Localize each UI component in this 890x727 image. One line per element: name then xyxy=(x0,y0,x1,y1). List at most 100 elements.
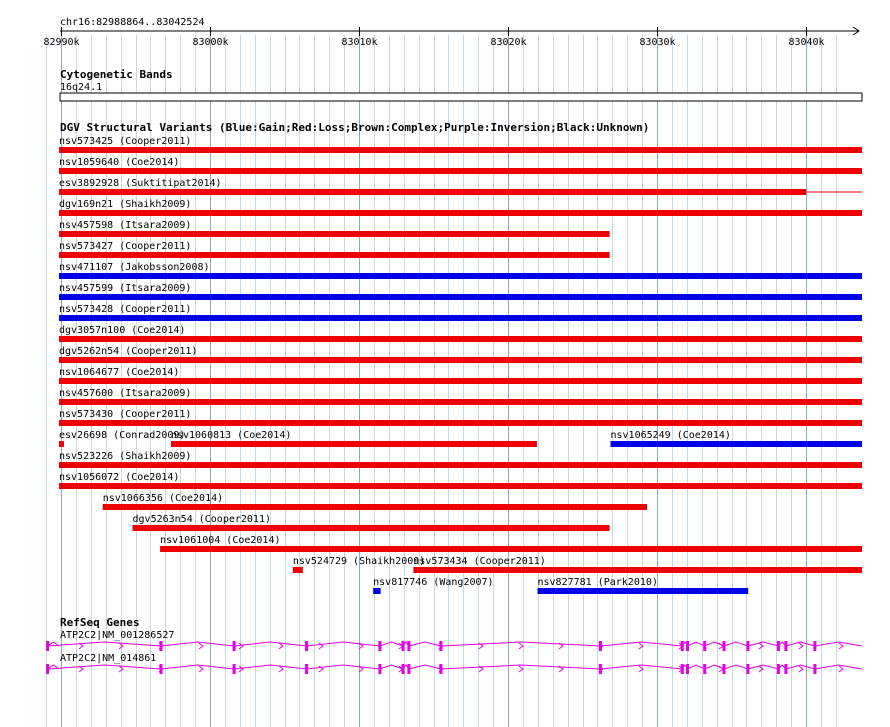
gene-exon[interactable] xyxy=(232,664,236,674)
gene-exon[interactable] xyxy=(378,641,382,651)
sv-bar-gain[interactable] xyxy=(537,588,749,594)
strand-arrow-icon xyxy=(638,665,644,673)
gene-exon[interactable] xyxy=(159,641,163,651)
sv-bar-loss[interactable] xyxy=(59,462,862,468)
sv-bar-loss[interactable] xyxy=(292,567,303,573)
gene-exon[interactable] xyxy=(378,664,382,674)
sv-label: esv3892928 (Suktitipat2014) xyxy=(59,178,222,189)
sv-label: nsv573427 (Cooper2011) xyxy=(59,241,191,252)
sv-bar-loss[interactable] xyxy=(59,441,64,447)
gene-exon[interactable] xyxy=(159,664,163,674)
sv-label: nsv573428 (Cooper2011) xyxy=(59,304,191,315)
sv-bar-gain[interactable] xyxy=(373,588,381,594)
strand-arrow-icon xyxy=(78,642,84,650)
cytoband-ideogram[interactable] xyxy=(59,92,863,102)
strand-arrow-icon xyxy=(838,642,844,650)
gene-exon[interactable] xyxy=(776,664,780,674)
ruler-tick-label: 83020k xyxy=(490,37,526,48)
gene-exon[interactable] xyxy=(305,664,309,674)
strand-arrow-icon xyxy=(278,665,284,673)
sv-bar-loss[interactable] xyxy=(132,525,610,531)
gene-exon[interactable] xyxy=(407,641,411,651)
sv-bar-loss[interactable] xyxy=(59,483,862,489)
refseq-track-title: RefSeq Genes xyxy=(60,616,139,629)
strand-arrow-icon xyxy=(438,642,444,650)
sv-bar-loss[interactable] xyxy=(59,189,806,195)
gene-exon[interactable] xyxy=(703,641,707,651)
sv-bar-loss[interactable] xyxy=(59,231,610,237)
sv-label: nsv457599 (Itsara2009) xyxy=(59,283,191,294)
strand-arrow-icon xyxy=(158,665,164,673)
sv-bar-loss[interactable] xyxy=(102,504,648,510)
sv-bar-loss[interactable] xyxy=(59,336,862,342)
gene-exon[interactable] xyxy=(746,664,750,674)
gene-exon[interactable] xyxy=(776,641,780,651)
gene-exon[interactable] xyxy=(784,641,788,651)
cytoband-track-title: Cytogenetic Bands xyxy=(60,68,173,81)
strand-arrow-icon xyxy=(758,642,764,650)
gene-exon[interactable] xyxy=(407,664,411,674)
strand-arrow-icon xyxy=(558,665,564,673)
strand-arrow-icon xyxy=(318,665,324,673)
cytoband-track: Cytogenetic Bands 16q24.1 xyxy=(59,68,863,102)
sv-bar-loss[interactable] xyxy=(59,147,862,153)
gene-exon[interactable] xyxy=(46,664,50,674)
gene-exon[interactable] xyxy=(703,664,707,674)
gene-exon[interactable] xyxy=(232,641,236,651)
gene-exon[interactable] xyxy=(439,664,443,674)
sv-bar-gain[interactable] xyxy=(59,315,862,321)
sv-bar-loss[interactable] xyxy=(59,168,862,174)
sv-bar-gain[interactable] xyxy=(59,273,862,279)
strand-arrow-icon xyxy=(278,642,284,650)
strand-arrow-icon xyxy=(398,665,404,673)
sv-bar-gain[interactable] xyxy=(610,441,862,447)
gene-exon[interactable] xyxy=(46,641,50,651)
gene-exon[interactable] xyxy=(722,664,726,674)
sv-bar-loss[interactable] xyxy=(59,357,862,363)
strand-arrow-icon xyxy=(318,642,324,650)
gene-exon[interactable] xyxy=(598,641,602,651)
sv-label: nsv1061004 (Coe2014) xyxy=(160,535,280,546)
gene-exon[interactable] xyxy=(305,641,309,651)
strand-arrow-icon xyxy=(118,642,124,650)
sv-bar-loss[interactable] xyxy=(170,441,537,447)
sv-label: nsv1056072 (Coe2014) xyxy=(59,472,179,483)
gene-exon[interactable] xyxy=(439,641,443,651)
sv-label: nsv523226 (Shaikh2009) xyxy=(59,451,191,462)
sv-bar-loss[interactable] xyxy=(59,378,862,384)
sv-bar-loss[interactable] xyxy=(59,252,610,258)
sv-bar-gain[interactable] xyxy=(59,294,862,300)
strand-arrow-icon xyxy=(198,642,204,650)
strand-arrow-icon xyxy=(398,642,404,650)
sv-bar-loss[interactable] xyxy=(160,546,862,552)
sv-label: dgv3057n100 (Coe2014) xyxy=(59,325,185,336)
strand-arrow-icon xyxy=(78,665,84,673)
strand-arrow-icon xyxy=(678,642,684,650)
gene-exon[interactable] xyxy=(598,664,602,674)
gene-exon[interactable] xyxy=(686,641,689,651)
gene-exon[interactable] xyxy=(813,641,817,651)
sv-label: nsv573430 (Cooper2011) xyxy=(59,409,191,420)
strand-arrow-icon xyxy=(598,665,604,673)
sv-bar-loss[interactable] xyxy=(59,399,862,405)
dgv-track: DGV Structural Variants (Blue:Gain;Red:L… xyxy=(59,121,862,594)
gene-exon[interactable] xyxy=(746,641,750,651)
sv-bar-loss[interactable] xyxy=(59,420,862,426)
gene-exon[interactable] xyxy=(784,664,788,674)
gene-exon[interactable] xyxy=(722,641,726,651)
strand-arrow-icon xyxy=(678,665,684,673)
gene-intron-line xyxy=(45,664,863,670)
strand-arrow-icon xyxy=(718,642,724,650)
strand-arrow-icon xyxy=(798,642,804,650)
gene-exon[interactable] xyxy=(813,664,817,674)
sv-label: nsv573434 (Cooper2011) xyxy=(413,556,545,567)
gene-exon[interactable] xyxy=(686,664,689,674)
sv-label: nsv573425 (Cooper2011) xyxy=(59,136,191,147)
sv-bar-loss[interactable] xyxy=(413,567,862,573)
sv-bar-loss[interactable] xyxy=(59,210,862,216)
strand-arrow-icon xyxy=(358,642,364,650)
sv-label: nsv457598 (Itsara2009) xyxy=(59,220,191,231)
ruler: chr16:82988864..83042524 82990k 83000k 830… xyxy=(43,17,860,48)
sv-label: nsv1066356 (Coe2014) xyxy=(103,493,223,504)
